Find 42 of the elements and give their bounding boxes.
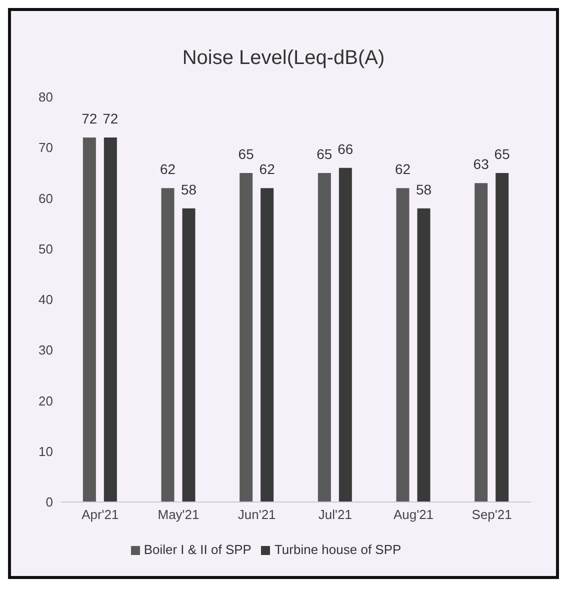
data-label: 72 <box>82 110 98 126</box>
bar <box>240 172 253 502</box>
legend-label: Turbine house of SPP <box>274 542 402 557</box>
bar <box>182 208 196 502</box>
bar <box>260 188 274 502</box>
y-tick-label: 50 <box>38 241 53 256</box>
bar <box>161 188 174 502</box>
data-label: 58 <box>180 181 197 198</box>
x-tick-label: Jul'21 <box>318 507 352 522</box>
data-label: 62 <box>259 161 276 178</box>
x-tick-label: Sep'21 <box>472 507 512 522</box>
y-tick-label: 0 <box>46 494 53 510</box>
data-label: 63 <box>473 156 490 172</box>
y-tick-label: 10 <box>38 444 53 459</box>
bar <box>318 172 331 502</box>
bar <box>417 208 430 502</box>
y-tick-label: 60 <box>38 190 53 206</box>
y-tick-label: 40 <box>38 292 53 308</box>
y-tick-label: 20 <box>38 393 53 408</box>
data-label: 65 <box>494 146 510 162</box>
data-label: 72 <box>102 110 118 126</box>
x-tick-label: Apr'21 <box>82 507 119 522</box>
data-label: 65 <box>316 146 332 162</box>
bar <box>82 138 96 502</box>
bar <box>474 183 488 502</box>
y-tick-label: 30 <box>38 342 53 358</box>
x-tick-label: Aug'21 <box>393 507 434 522</box>
bar <box>104 138 117 502</box>
x-tick-label: May'21 <box>158 507 200 522</box>
bar <box>496 172 509 502</box>
y-tick-label: 80 <box>38 90 53 105</box>
data-label: 66 <box>338 140 354 157</box>
bar <box>396 188 410 502</box>
bar <box>338 168 352 502</box>
data-label: 58 <box>416 181 432 198</box>
chart-title: Noise Level(Leq-dB(A) <box>181 46 386 71</box>
x-tick-label: Jun'21 <box>238 507 276 522</box>
y-tick-label: 70 <box>38 140 53 156</box>
legend-label: Boiler I & II of SPP <box>144 542 252 557</box>
data-label: 62 <box>394 161 411 178</box>
data-label: 62 <box>160 161 176 178</box>
data-label: 65 <box>238 146 254 162</box>
